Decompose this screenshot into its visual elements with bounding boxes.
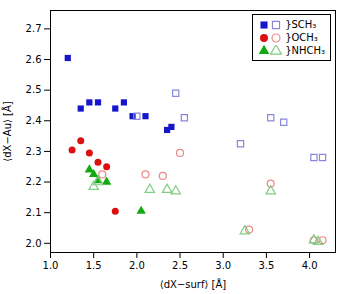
html-text:}SCH₃: }SCH₃ — [285, 19, 317, 30]
svg-text:2.5: 2.5 — [172, 260, 188, 271]
svg-text:⟨dX−surf⟩ [Å]: ⟨dX−surf⟩ [Å] — [160, 278, 226, 290]
html-text:}OCH₃: }OCH₃ — [285, 32, 318, 43]
svg-text:2.6: 2.6 — [26, 54, 42, 65]
svg-text:2.2: 2.2 — [26, 176, 42, 187]
svg-text:⟨dX−Au⟩ [Å]: ⟨dX−Au⟩ [Å] — [1, 101, 13, 161]
svg-text:2.0: 2.0 — [129, 260, 145, 271]
svg-text:2.3: 2.3 — [26, 146, 42, 157]
svg-text:3.0: 3.0 — [215, 260, 231, 271]
svg-text:1.0: 1.0 — [43, 260, 59, 271]
svg-text:2.0: 2.0 — [26, 238, 42, 249]
svg-text:3.5: 3.5 — [258, 260, 274, 271]
html-text:}NHCH₃: }NHCH₃ — [285, 45, 325, 56]
svg-text:2.4: 2.4 — [26, 115, 42, 126]
svg-text:4.0: 4.0 — [302, 260, 318, 271]
svg-text:2.1: 2.1 — [26, 207, 42, 218]
svg-text:2.7: 2.7 — [26, 23, 42, 34]
svg-text:1.5: 1.5 — [86, 260, 102, 271]
svg-text:2.5: 2.5 — [26, 84, 42, 95]
